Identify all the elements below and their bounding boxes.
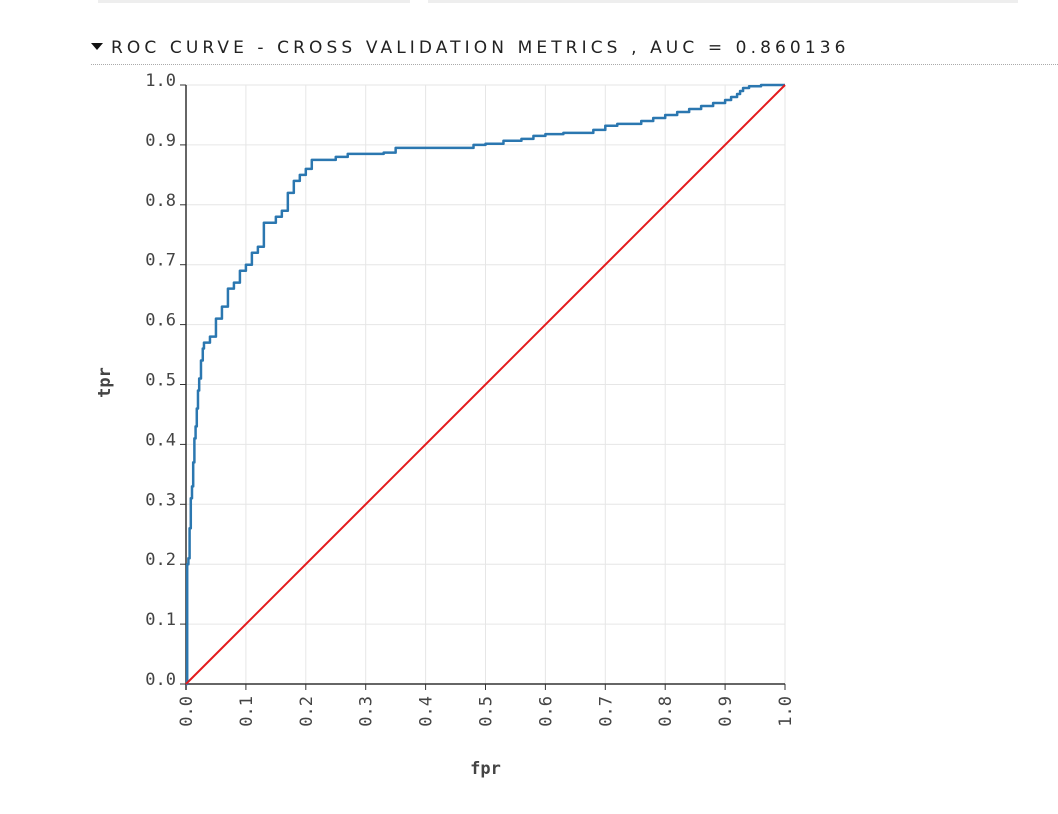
y-tick-label: 0.2 <box>145 550 176 570</box>
x-tick-label: 0.8 <box>656 696 676 727</box>
y-tick-label: 0.9 <box>145 131 176 151</box>
x-tick-label: 0.1 <box>237 696 257 727</box>
x-tick-label: 0.0 <box>177 696 197 727</box>
y-tick-label: 0.6 <box>145 311 176 331</box>
y-tick-label: 0.0 <box>145 670 176 690</box>
y-tick-label: 0.7 <box>145 251 176 271</box>
x-tick-label: 0.7 <box>596 696 616 727</box>
x-tick-label: 0.3 <box>357 696 377 727</box>
x-tick-label: 0.5 <box>477 696 497 727</box>
y-tick-label: 0.3 <box>145 490 176 510</box>
x-axis-title: fpr <box>470 759 501 779</box>
x-tick-label: 0.9 <box>716 696 736 727</box>
roc-section-header[interactable]: ROC CURVE - CROSS VALIDATION METRICS , A… <box>91 38 1058 65</box>
chart-grid <box>185 84 786 685</box>
x-tick-label: 0.4 <box>417 696 437 727</box>
y-tick-label: 0.1 <box>145 610 176 630</box>
y-axis-title: tpr <box>95 367 115 398</box>
y-tick-label: 0.5 <box>145 371 176 391</box>
y-tick-label: 0.4 <box>145 430 176 450</box>
x-tick-label: 1.0 <box>776 696 796 727</box>
roc-curve-line <box>185 83 785 686</box>
top-tab-strip <box>98 0 410 3</box>
chart-series <box>185 83 786 686</box>
y-tick-label: 0.8 <box>145 191 176 211</box>
chart-labels: 0.0 0.1 0.2 0.3 0.4 0.5 0.6 0.7 0.8 0.9 1.0 0.0 0.1 0… <box>95 71 796 779</box>
y-tick-label: 1.0 <box>145 71 176 91</box>
top-tabs <box>98 0 1018 4</box>
x-tick-label: 0.6 <box>536 696 556 727</box>
roc-section-title: ROC CURVE - CROSS VALIDATION METRICS , A… <box>111 38 850 58</box>
caret-down-icon[interactable] <box>91 43 103 50</box>
random-baseline-line <box>185 84 786 685</box>
top-tab-strip <box>428 0 1018 3</box>
x-tick-label: 0.2 <box>297 696 317 727</box>
